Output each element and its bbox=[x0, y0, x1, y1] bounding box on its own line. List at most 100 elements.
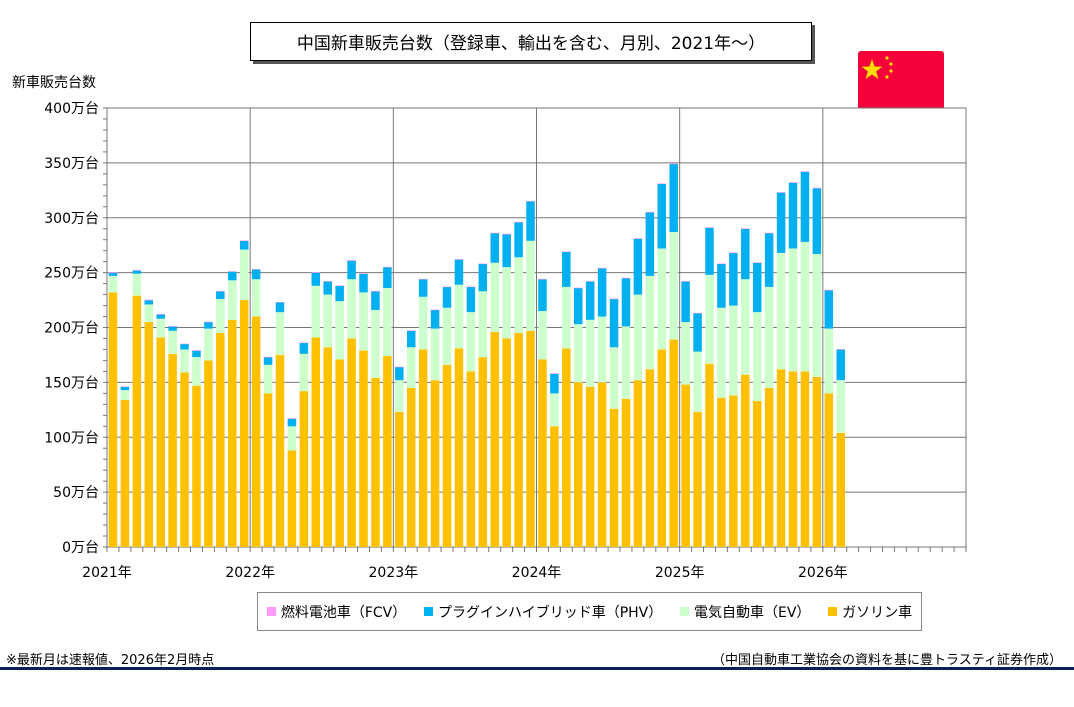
bar-fcv-2023-03 bbox=[418, 278, 428, 280]
bar-phv-2023-06 bbox=[454, 259, 464, 285]
bar-gas-2022-02 bbox=[263, 393, 273, 547]
bar-gas-2026-02 bbox=[836, 432, 845, 547]
bar-fcv-2024-01 bbox=[538, 278, 547, 280]
bar-phv-2021-01 bbox=[108, 272, 118, 276]
bar-phv-2023-07 bbox=[466, 286, 476, 313]
bar-fcv-2024-04 bbox=[574, 287, 583, 289]
bar-gas-2026-01 bbox=[824, 393, 834, 547]
bar-phv-2025-03 bbox=[705, 227, 714, 275]
bar-gas-2024-01 bbox=[538, 359, 547, 547]
bar-ev-2024-10 bbox=[645, 275, 655, 370]
bar-gas-2023-11 bbox=[514, 332, 523, 547]
legend-fcv: 燃料電池車（FCV） bbox=[266, 602, 407, 622]
bar-ev-2025-10 bbox=[788, 248, 798, 372]
bar-fcv-2025-06 bbox=[741, 228, 750, 229]
bar-fcv-2025-11 bbox=[800, 171, 810, 172]
bar-gas-2022-03 bbox=[275, 354, 285, 547]
bar-phv-2023-12 bbox=[526, 201, 535, 241]
bar-gas-2023-06 bbox=[454, 348, 464, 547]
legend-label: 燃料電池車（FCV） bbox=[280, 604, 407, 621]
bar-ev-2022-09 bbox=[347, 279, 356, 339]
bar-gas-2022-05 bbox=[299, 391, 309, 547]
bar-ev-2025-07 bbox=[752, 312, 762, 402]
bar-fcv-2023-02 bbox=[406, 330, 416, 332]
bar-gas-2024-04 bbox=[574, 382, 583, 547]
bar-ev-2025-05 bbox=[729, 305, 738, 396]
bar-phv-2025-11 bbox=[800, 171, 810, 242]
bar-phv-2024-11 bbox=[657, 183, 667, 249]
bar-fcv-2024-12 bbox=[669, 163, 678, 165]
bar-fcv-2026-02 bbox=[836, 349, 845, 350]
bar-phv-2024-06 bbox=[597, 268, 607, 317]
bar-fcv-2025-08 bbox=[764, 232, 774, 234]
bar-phv-2025-01 bbox=[681, 281, 690, 323]
bar-gas-2022-12 bbox=[383, 356, 392, 547]
bar-phv-2024-12 bbox=[669, 163, 678, 233]
source-note: （中国自動車工業協会の資料を基に豊トラスティ証券作成） bbox=[712, 653, 1062, 668]
legend-phv: プラグインハイブリッド車（PHV） bbox=[423, 602, 663, 622]
legend-swatch-gas bbox=[828, 607, 838, 616]
bar-gas-2021-11 bbox=[228, 319, 237, 547]
bar-fcv-2021-11 bbox=[228, 271, 237, 272]
bar-phv-2021-07 bbox=[180, 343, 189, 350]
y-tick-label: 150万台 bbox=[44, 375, 99, 391]
bar-phv-2025-08 bbox=[764, 233, 774, 287]
bar-ev-2024-11 bbox=[657, 248, 667, 350]
bar-phv-2021-12 bbox=[239, 240, 249, 250]
bar-phv-2025-04 bbox=[717, 263, 726, 308]
legend-ev: 電気自動車（EV） bbox=[679, 602, 810, 622]
bar-gas-2022-10 bbox=[359, 350, 368, 547]
bar-fcv-2021-03 bbox=[132, 270, 142, 271]
bar-gas-2025-02 bbox=[693, 412, 702, 547]
bar-gas-2024-02 bbox=[550, 426, 559, 547]
bar-ev-2021-03 bbox=[132, 273, 142, 296]
bar-gas-2023-12 bbox=[526, 330, 535, 547]
bar-gas-2023-04 bbox=[430, 380, 440, 547]
bar-phv-2022-04 bbox=[287, 418, 297, 427]
bar-ev-2021-05 bbox=[156, 318, 165, 338]
bar-gas-2024-10 bbox=[645, 369, 655, 547]
bar-phv-2024-03 bbox=[562, 251, 571, 287]
bottom-rule bbox=[0, 667, 1074, 670]
bar-phv-2022-08 bbox=[335, 285, 344, 302]
bar-gas-2021-12 bbox=[239, 300, 249, 547]
bar-ev-2022-02 bbox=[263, 364, 273, 394]
legend-label: プラグインハイブリッド車（PHV） bbox=[437, 604, 663, 621]
bar-fcv-2023-11 bbox=[514, 221, 523, 223]
legend-gas: ガソリン車 bbox=[828, 602, 912, 622]
bar-gas-2021-04 bbox=[144, 322, 154, 547]
bar-phv-2021-04 bbox=[144, 300, 154, 305]
bar-phv-2024-05 bbox=[585, 281, 595, 320]
bar-ev-2021-10 bbox=[216, 298, 225, 333]
x-tick-label: 2024年 bbox=[512, 565, 562, 581]
bar-phv-2022-11 bbox=[371, 291, 380, 310]
bar-fcv-2024-08 bbox=[621, 277, 631, 279]
bar-gas-2024-08 bbox=[621, 398, 631, 547]
bar-ev-2022-12 bbox=[383, 287, 392, 357]
bar-ev-2025-06 bbox=[741, 279, 750, 375]
bar-gas-2021-02 bbox=[120, 399, 130, 547]
bar-gas-2025-07 bbox=[752, 401, 762, 547]
chart-title: 中国新車販売台数（登録車、輸出を含む、月別、2021年～） bbox=[250, 22, 812, 61]
y-tick-label: 100万台 bbox=[44, 430, 99, 446]
bar-gas-2024-05 bbox=[585, 386, 595, 547]
bar-gas-2025-08 bbox=[764, 387, 774, 547]
bar-gas-2025-05 bbox=[729, 395, 738, 547]
bar-ev-2022-04 bbox=[287, 426, 297, 451]
bar-gas-2025-06 bbox=[741, 374, 750, 547]
bar-gas-2025-12 bbox=[812, 376, 822, 547]
bar-gas-2023-09 bbox=[490, 331, 499, 547]
bar-fcv-2023-12 bbox=[526, 200, 535, 202]
bar-gas-2025-11 bbox=[800, 371, 810, 547]
x-tick-label: 2026年 bbox=[798, 565, 848, 581]
bar-fcv-2022-06 bbox=[311, 272, 321, 273]
bar-fcv-2023-01 bbox=[395, 366, 404, 368]
bar-phv-2025-02 bbox=[693, 313, 702, 352]
bar-phv-2023-03 bbox=[418, 279, 428, 297]
bar-fcv-2022-03 bbox=[275, 301, 285, 303]
bar-fcv-2025-10 bbox=[788, 182, 798, 183]
bar-phv-2024-01 bbox=[538, 279, 547, 312]
bar-fcv-2022-11 bbox=[371, 290, 380, 292]
bar-fcv-2025-04 bbox=[717, 263, 726, 265]
legend-swatch-ev bbox=[679, 607, 689, 616]
